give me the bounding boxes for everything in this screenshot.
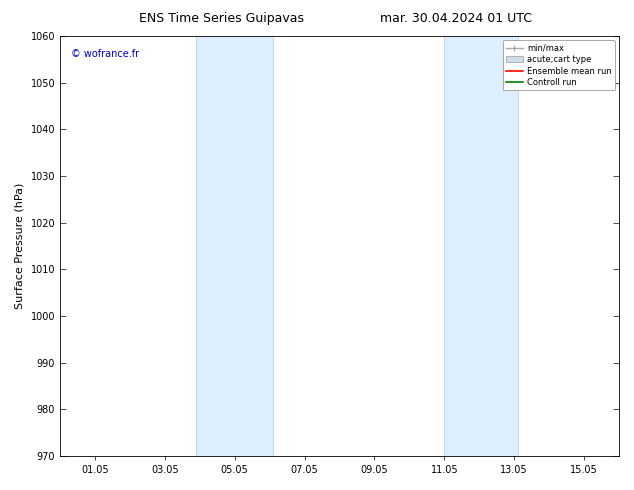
Bar xyxy=(197,36,273,456)
Bar xyxy=(444,36,518,456)
Text: mar. 30.04.2024 01 UTC: mar. 30.04.2024 01 UTC xyxy=(380,12,533,25)
Y-axis label: Surface Pressure (hPa): Surface Pressure (hPa) xyxy=(15,183,25,309)
Legend: min/max, acute;cart type, Ensemble mean run, Controll run: min/max, acute;cart type, Ensemble mean … xyxy=(503,40,615,91)
Text: ENS Time Series Guipavas: ENS Time Series Guipavas xyxy=(139,12,304,25)
Text: © wofrance.fr: © wofrance.fr xyxy=(71,49,139,59)
